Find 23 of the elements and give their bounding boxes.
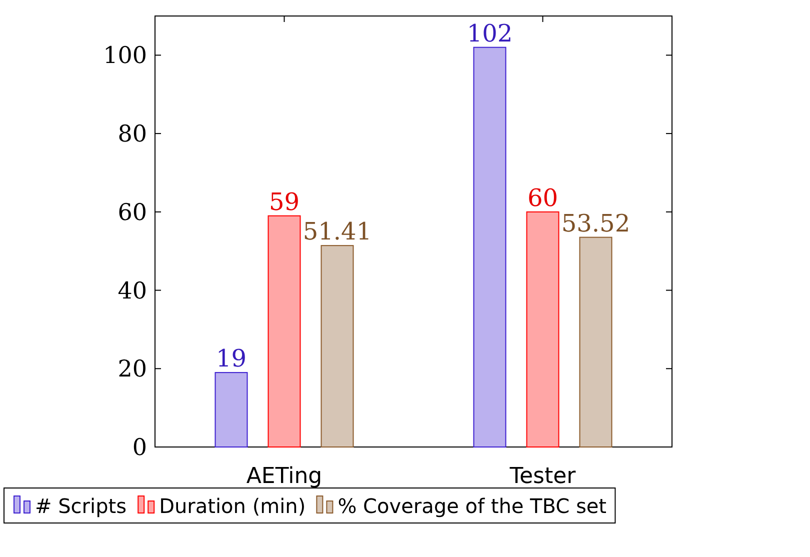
y-tick-label: 20 [118,356,147,383]
bar [526,211,560,448]
x-tick-label: Tester [508,464,577,489]
data-label: 59 [268,188,300,216]
data-label: 19 [216,344,247,373]
bar [320,245,354,448]
data-label: 51.41 [302,218,372,246]
y-tick-label: 40 [118,278,147,304]
data-label: 102 [466,19,513,48]
legend-label: Duration (min) [159,494,306,518]
legend-label: % Coverage of the TBC set [338,494,607,518]
data-label: 60 [527,184,558,212]
y-tick-label: 0 [132,435,147,461]
bar [214,372,248,448]
bar [579,236,612,448]
y-tick-label: 80 [118,122,147,148]
x-tick-label: AETing [246,464,322,489]
y-tick-label: 60 [118,200,147,226]
legend-label: # Scripts [35,494,127,518]
bar [268,215,301,448]
bar [473,46,506,448]
data-label: 53.52 [561,209,630,238]
y-tick-label: 100 [103,43,147,70]
